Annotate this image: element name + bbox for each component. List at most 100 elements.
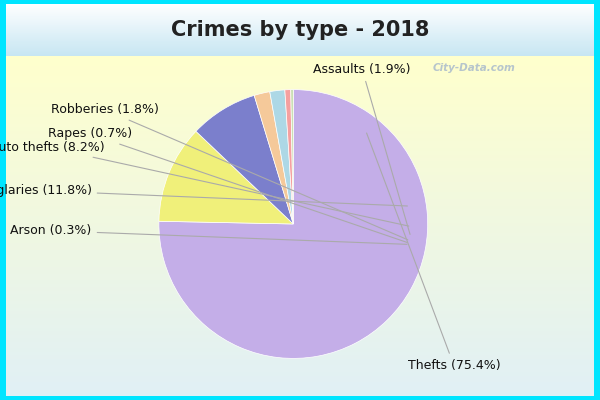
Text: Assaults (1.9%): Assaults (1.9%)	[313, 63, 411, 234]
Bar	[6, 151, 594, 155]
Bar	[6, 393, 594, 396]
Bar	[6, 94, 594, 97]
Bar	[6, 9, 594, 10]
Bar	[6, 38, 594, 39]
Bar	[6, 63, 594, 66]
Bar	[6, 31, 594, 32]
Bar	[6, 331, 594, 335]
Bar	[6, 267, 594, 270]
Bar	[6, 287, 594, 290]
Bar	[6, 345, 594, 348]
Text: City-Data.com: City-Data.com	[432, 63, 515, 73]
Bar	[6, 308, 594, 311]
Bar	[6, 314, 594, 318]
Bar	[6, 192, 594, 196]
Bar	[6, 90, 594, 93]
Bar	[6, 260, 594, 264]
Bar	[6, 56, 594, 59]
Bar	[6, 76, 594, 80]
Bar	[6, 10, 594, 11]
Bar	[6, 134, 594, 138]
Bar	[6, 117, 594, 120]
Bar	[6, 338, 594, 342]
Bar	[6, 30, 594, 31]
Bar	[6, 257, 594, 260]
Bar	[6, 222, 594, 226]
Bar	[6, 35, 594, 36]
Bar	[6, 20, 594, 21]
Bar	[6, 236, 594, 240]
Bar	[6, 37, 594, 38]
Bar	[6, 107, 594, 110]
Bar	[6, 39, 594, 40]
Bar	[6, 124, 594, 127]
Bar	[6, 23, 594, 24]
Bar	[6, 379, 594, 382]
Bar	[6, 73, 594, 76]
Bar	[6, 318, 594, 321]
Bar	[6, 386, 594, 389]
Bar	[6, 70, 594, 73]
Bar	[6, 128, 594, 131]
Bar	[6, 165, 594, 168]
Text: Burglaries (11.8%): Burglaries (11.8%)	[0, 184, 407, 206]
Bar	[6, 321, 594, 325]
Bar	[6, 250, 594, 253]
Bar	[6, 185, 594, 189]
Bar	[6, 4, 594, 5]
Bar	[6, 25, 594, 26]
Bar	[6, 48, 594, 49]
Bar	[6, 121, 594, 124]
Bar	[6, 206, 594, 209]
Bar	[6, 294, 594, 298]
Bar	[6, 284, 594, 287]
Bar	[6, 53, 594, 54]
Bar	[6, 34, 594, 35]
Bar	[6, 298, 594, 301]
Bar	[6, 358, 594, 362]
Bar	[6, 42, 594, 44]
Bar	[6, 366, 594, 369]
Bar	[6, 32, 594, 33]
Bar	[6, 219, 594, 222]
Bar	[6, 18, 594, 20]
Bar	[6, 274, 594, 277]
Bar	[6, 233, 594, 236]
Bar	[6, 141, 594, 144]
Bar	[6, 168, 594, 172]
Bar	[6, 110, 594, 114]
Bar	[6, 335, 594, 338]
Bar	[6, 280, 594, 284]
Bar	[6, 175, 594, 178]
Bar	[6, 372, 594, 376]
Bar	[6, 40, 594, 42]
Bar	[6, 47, 594, 48]
Wedge shape	[291, 90, 293, 224]
Bar	[6, 44, 594, 46]
Bar	[6, 52, 594, 53]
Bar	[6, 243, 594, 246]
Bar	[6, 277, 594, 280]
Bar	[6, 24, 594, 25]
Bar	[6, 212, 594, 216]
Bar	[6, 226, 594, 230]
Bar	[6, 178, 594, 182]
Bar	[6, 155, 594, 158]
Bar	[6, 182, 594, 185]
Bar	[6, 196, 594, 199]
Bar	[6, 60, 594, 63]
Bar	[6, 325, 594, 328]
Bar	[6, 158, 594, 161]
Bar	[6, 104, 594, 107]
Bar	[6, 80, 594, 83]
Bar	[6, 253, 594, 257]
Bar	[6, 131, 594, 134]
Bar	[6, 138, 594, 141]
Bar	[6, 46, 594, 47]
Bar	[6, 49, 594, 50]
Bar	[6, 148, 594, 151]
Text: Thefts (75.4%): Thefts (75.4%)	[367, 133, 500, 372]
Bar	[6, 382, 594, 386]
Bar	[6, 33, 594, 34]
Wedge shape	[159, 131, 293, 224]
